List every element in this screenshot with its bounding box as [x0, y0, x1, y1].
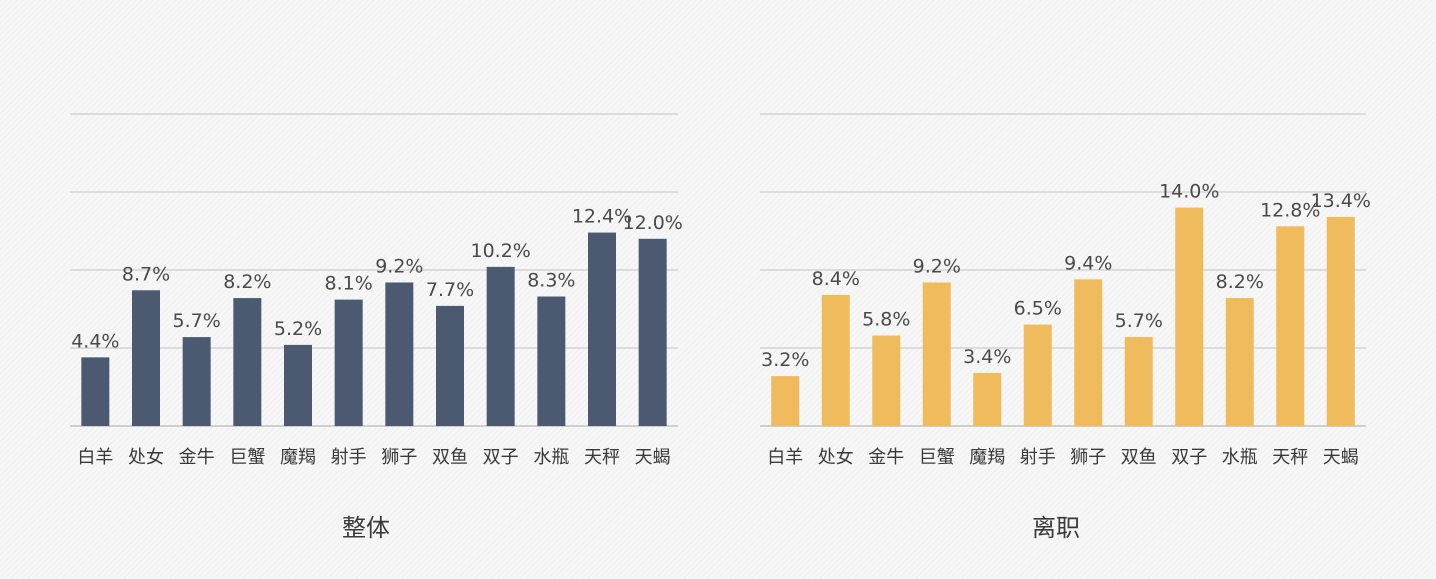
attrition-value-label-2: 5.8%	[862, 309, 910, 331]
overall-category-label-2: 金牛	[179, 447, 215, 468]
attrition-bar-2	[872, 335, 901, 426]
attrition-value-label-0: 3.2%	[761, 349, 809, 371]
attrition-bar-5	[1023, 324, 1052, 426]
attrition-value-label-8: 14.0%	[1159, 181, 1219, 203]
attrition-category-label-8: 双子	[1171, 447, 1207, 468]
attrition-bar-3	[922, 282, 951, 426]
overall-value-label-1: 8.7%	[122, 263, 170, 285]
attrition-bar-0	[771, 376, 800, 426]
attrition-value-label-11: 13.4%	[1311, 190, 1371, 212]
overall-category-label-1: 处女	[128, 447, 164, 468]
overall-bar-8	[486, 266, 515, 426]
attrition-value-label-5: 6.5%	[1014, 298, 1062, 320]
overall-category-label-9: 水瓶	[533, 447, 569, 468]
overall-value-label-2: 5.7%	[173, 310, 221, 332]
overall-bar-9	[537, 296, 566, 426]
attrition-bar-4	[973, 372, 1002, 426]
attrition-bar-11	[1326, 216, 1355, 426]
attrition-category-label-4: 魔羯	[969, 447, 1005, 468]
overall-bar-5	[334, 299, 363, 426]
attrition-chart-title: 离职	[1032, 514, 1080, 542]
overall-value-label-5: 8.1%	[325, 273, 373, 295]
overall-bar-11	[638, 238, 667, 426]
overall-value-label-9: 8.3%	[527, 270, 575, 292]
overall-chart-title: 整体	[342, 514, 390, 542]
overall-value-label-6: 9.2%	[375, 255, 423, 277]
attrition-bar-7	[1124, 337, 1153, 426]
attrition-category-label-10: 天秤	[1272, 447, 1308, 468]
overall-value-label-10: 12.4%	[572, 206, 632, 228]
overall-bar-0	[81, 357, 110, 426]
overall-category-label-11: 天蝎	[635, 447, 671, 468]
attrition-category-label-3: 巨蟹	[919, 447, 955, 468]
attrition-category-label-2: 金牛	[868, 447, 904, 468]
overall-bar-10	[588, 232, 616, 426]
overall-category-label-8: 双子	[483, 447, 519, 468]
overall-value-label-11: 12.0%	[622, 212, 682, 234]
overall-category-label-4: 魔羯	[280, 447, 316, 468]
attrition-bar-6	[1074, 279, 1103, 426]
overall-category-label-0: 白羊	[77, 447, 113, 468]
attrition-category-label-0: 白羊	[767, 447, 803, 468]
attrition-category-label-5: 射手	[1020, 447, 1056, 468]
attrition-value-label-3: 9.2%	[913, 255, 961, 277]
attrition-category-label-9: 水瓶	[1222, 447, 1258, 468]
attrition-bar-9	[1225, 298, 1254, 426]
attrition-bar-1	[821, 294, 850, 426]
attrition-value-label-10: 12.8%	[1260, 199, 1320, 221]
overall-category-label-6: 狮子	[381, 447, 417, 468]
overall-bar-1	[132, 290, 160, 426]
overall-category-label-7: 双鱼	[432, 447, 468, 468]
overall-bar-6	[385, 282, 414, 426]
attrition-value-label-7: 5.7%	[1115, 310, 1163, 332]
attrition-category-label-7: 双鱼	[1121, 447, 1157, 468]
overall-value-label-3: 8.2%	[223, 271, 271, 293]
overall-bar-3	[233, 298, 262, 426]
overall-bar-4	[284, 344, 312, 426]
attrition-value-label-4: 3.4%	[963, 346, 1011, 368]
attrition-category-label-11: 天蝎	[1323, 447, 1359, 468]
overall-value-label-8: 10.2%	[470, 240, 530, 262]
overall-value-label-4: 5.2%	[274, 318, 322, 340]
attrition-bar-10	[1276, 226, 1305, 426]
overall-category-label-3: 巨蟹	[229, 447, 265, 468]
attrition-value-label-6: 9.4%	[1064, 252, 1112, 274]
overall-value-label-0: 4.4%	[71, 330, 119, 352]
attrition-value-label-9: 8.2%	[1216, 271, 1264, 293]
attrition-category-label-1: 处女	[818, 447, 854, 468]
attrition-value-label-1: 8.4%	[812, 268, 860, 290]
attrition-bar-8	[1175, 207, 1204, 426]
overall-category-label-10: 天秤	[584, 447, 620, 468]
overall-value-label-7: 7.7%	[426, 279, 474, 301]
overall-bar-2	[182, 337, 211, 426]
overall-bar-7	[436, 305, 464, 426]
overall-category-label-5: 射手	[331, 447, 367, 468]
attrition-category-label-6: 狮子	[1070, 447, 1106, 468]
